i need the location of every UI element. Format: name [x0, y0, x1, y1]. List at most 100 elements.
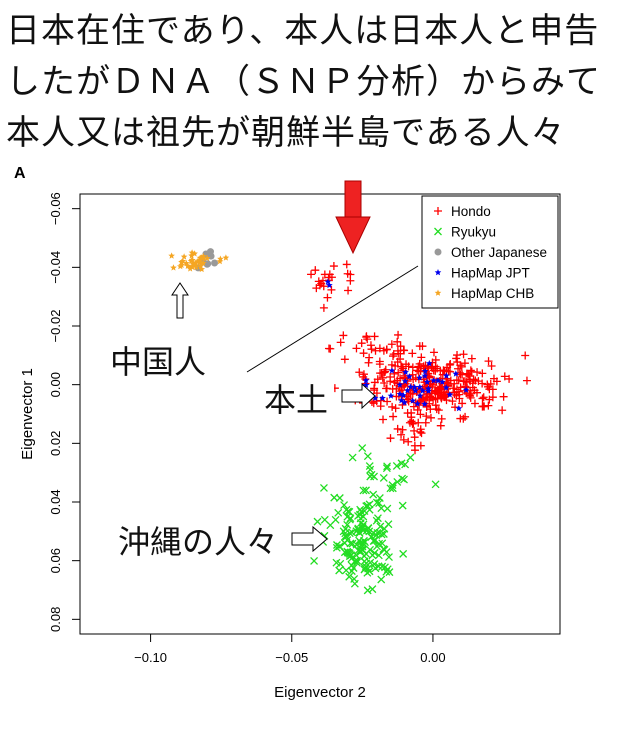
- data-point: [431, 401, 440, 410]
- data-point: [393, 424, 402, 433]
- data-point: [455, 405, 463, 412]
- data-point: [489, 374, 498, 383]
- data-point: [408, 363, 417, 372]
- data-point: [370, 378, 379, 387]
- data-point: [307, 270, 316, 279]
- data-point: [350, 579, 359, 588]
- data-point: [377, 504, 386, 513]
- data-point: [416, 410, 425, 419]
- data-point: [404, 387, 411, 394]
- data-point: [452, 354, 461, 363]
- data-point: [375, 494, 384, 502]
- data-point: [352, 558, 361, 567]
- data-point: [500, 372, 509, 381]
- data-point: [363, 501, 372, 510]
- y-axis-label: Eigenvector 1: [19, 368, 36, 460]
- data-point: [417, 353, 426, 362]
- caption-line-3: 本人又は祖先が朝鮮半島である人々: [6, 113, 566, 153]
- data-point: [407, 383, 414, 390]
- legend-marker: [434, 207, 442, 215]
- caption-line-2: したがＤＮＡ（ＳＮＰ分析）からみて: [6, 62, 601, 102]
- data-point: [340, 501, 349, 510]
- data-point: [354, 525, 362, 534]
- series-ryukyu: [310, 444, 440, 595]
- data-point: [370, 332, 379, 341]
- data-point: [467, 354, 476, 363]
- data-point: [484, 401, 493, 410]
- data-point: [358, 524, 367, 533]
- data-point: [392, 461, 401, 470]
- data-point: [421, 400, 428, 407]
- data-point: [191, 250, 198, 257]
- data-point: [409, 397, 416, 404]
- data-point: [379, 473, 388, 482]
- china-label-bg: [108, 340, 218, 380]
- data-point: [335, 542, 344, 551]
- data-point: [465, 390, 474, 399]
- data-point: [186, 265, 194, 272]
- data-point: [396, 355, 405, 364]
- data-point: [362, 486, 370, 495]
- data-point: [389, 350, 398, 359]
- data-point: [415, 359, 424, 368]
- data-point: [365, 353, 374, 362]
- data-point: [462, 378, 471, 387]
- data-point: [211, 259, 219, 267]
- okinawa-label: 沖縄の人々: [118, 523, 278, 561]
- y-axis: −0.06 −0.04 −0.02 0.00 0.02 0.04 0.06 0.08: [48, 192, 80, 632]
- data-point: [326, 281, 333, 289]
- data-point: [478, 369, 487, 378]
- data-point: [421, 367, 429, 375]
- data-point: [383, 462, 392, 471]
- right-arrow-hondo: [341, 382, 376, 410]
- data-point: [376, 402, 385, 411]
- data-point: [451, 403, 460, 412]
- data-point: [363, 452, 372, 461]
- data-point: [440, 393, 449, 402]
- red-down-arrow: [335, 180, 371, 255]
- legend-label: Other Japanese: [451, 245, 547, 260]
- data-point: [470, 386, 479, 395]
- legend-label: Hondo: [451, 204, 491, 219]
- data-point: [170, 264, 177, 271]
- data-point: [366, 465, 375, 474]
- data-point: [389, 352, 398, 361]
- data-point: [446, 367, 455, 376]
- data-point: [365, 527, 374, 536]
- data-point: [387, 340, 396, 349]
- data-point: [188, 252, 195, 259]
- data-point: [371, 394, 379, 401]
- data-point: [460, 359, 469, 368]
- data-point: [400, 346, 409, 355]
- data-point: [199, 254, 207, 261]
- data-point: [414, 400, 421, 407]
- data-point: [434, 406, 443, 415]
- data-point: [367, 470, 376, 479]
- data-point: [383, 397, 392, 406]
- data-point: [367, 345, 376, 354]
- data-point: [197, 262, 204, 270]
- caption-line-1: 日本在住であり、本人は日本人と申告: [6, 11, 600, 51]
- data-point: [407, 413, 416, 422]
- data-point: [467, 367, 476, 376]
- data-point: [371, 346, 380, 355]
- data-point: [499, 392, 508, 401]
- data-point: [336, 338, 345, 347]
- data-point: [431, 480, 440, 489]
- data-point: [327, 285, 336, 294]
- right-arrow-shape: [291, 525, 328, 553]
- data-point: [382, 464, 391, 473]
- data-point: [448, 397, 457, 406]
- data-point: [390, 369, 399, 378]
- data-point: [426, 413, 435, 422]
- data-point: [334, 508, 343, 517]
- data-point: [416, 427, 425, 436]
- data-point: [458, 399, 467, 408]
- x-tick-label: −0.05: [275, 650, 308, 665]
- data-point: [385, 553, 393, 562]
- data-point: [360, 557, 369, 566]
- legend-box: [421, 195, 559, 309]
- data-point: [216, 257, 224, 265]
- up-arrow-shape: [171, 282, 189, 319]
- y-tick-label: −0.04: [48, 251, 63, 284]
